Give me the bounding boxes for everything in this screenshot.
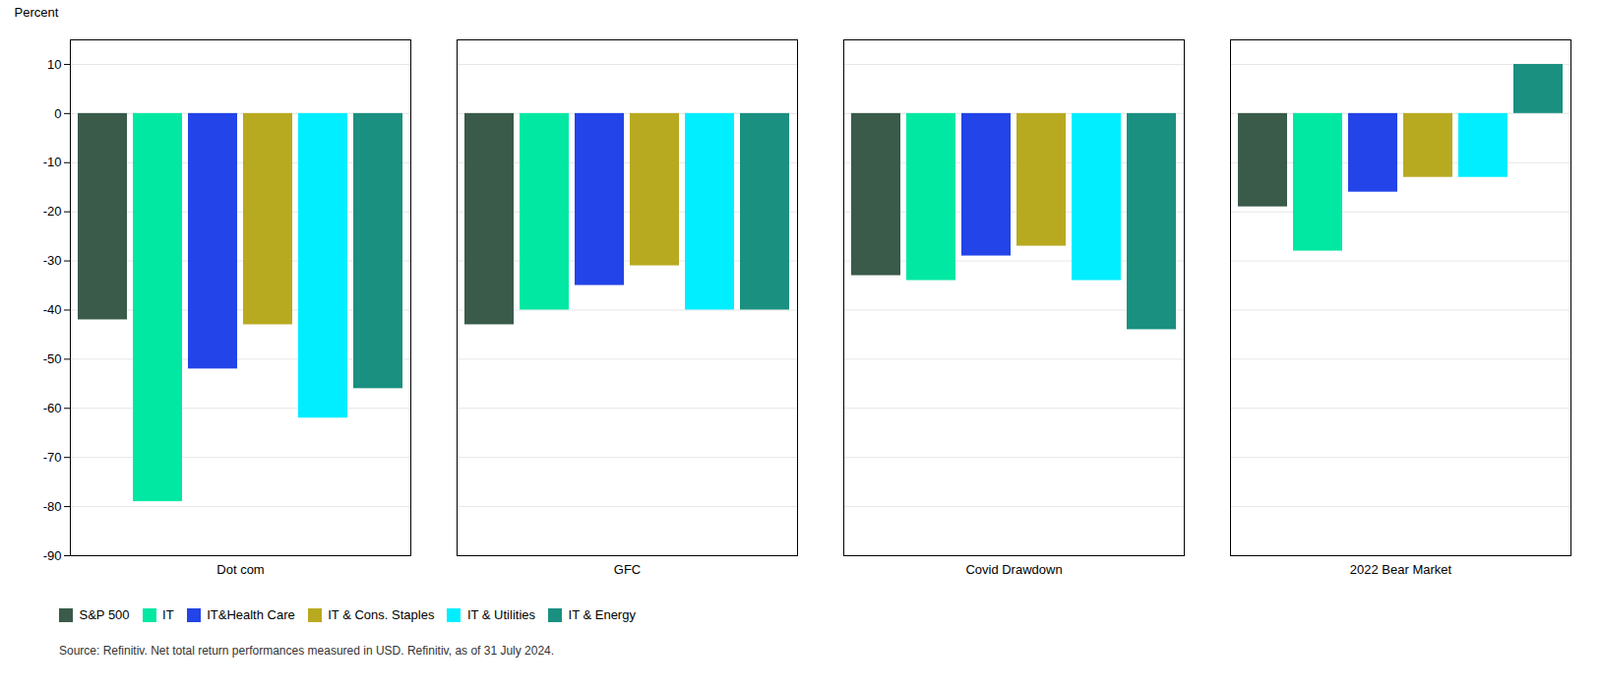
svg-text:2022 Bear Market: 2022 Bear Market [1350,561,1453,577]
html-text:IT&Health Care: IT&Health Care [206,607,296,622]
html-text:S&P 500: S&P 500 [79,607,130,622]
svg-text:10: 10 [47,57,62,72]
svg-text:0: 0 [54,106,62,122]
html-text:IT & Energy: IT & Energy [568,607,636,622]
svg-text:-70: -70 [43,449,62,465]
svg-text:-80: -80 [43,498,62,514]
html-text:IT: IT [162,607,174,622]
svg-text:-40: -40 [43,302,62,317]
html-text:IT & Utilities: IT & Utilities [467,607,536,622]
svg-text:-60: -60 [43,400,62,416]
svg-text:Percent: Percent [14,4,60,20]
svg-text:-10: -10 [43,154,62,170]
svg-text:-20: -20 [43,203,62,219]
svg-text:GFC: GFC [614,561,641,577]
html-text:Source: Refinitiv. Net total r: Source: Refinitiv. Net total return perf… [59,643,555,657]
svg-text:-90: -90 [43,548,62,563]
svg-text:Covid Drawdown: Covid Drawdown [965,561,1062,577]
svg-text:-30: -30 [43,252,62,268]
svg-text:Dot com: Dot com [216,561,264,577]
html-text:IT & Cons. Staples: IT & Cons. Staples [327,607,435,622]
svg-text:-50: -50 [43,351,62,367]
